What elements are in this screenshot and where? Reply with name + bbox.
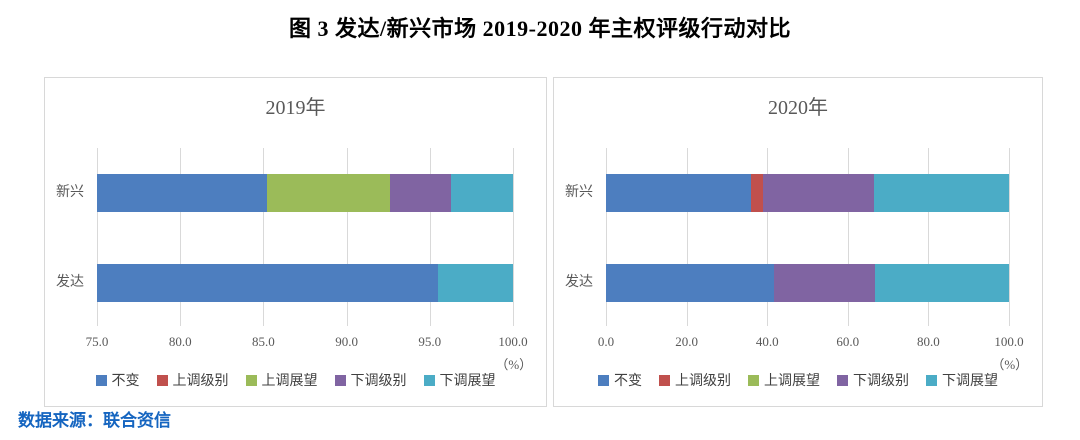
plot-area: 0.0 20.0 40.0 60.0 80.0 100.0 （%） (598, 148, 1028, 372)
gridline (606, 148, 607, 326)
gridline (180, 148, 182, 326)
chart-panel-2019年: 2019年新兴发达 75.0 80.0 85.0 90.0 95.0 100.0 （%） 不变 上… (44, 77, 547, 407)
legend-item: 上调展望 (245, 370, 318, 390)
axis-tick-label: 100.0 (498, 334, 528, 349)
legend-item: 不变 (95, 370, 140, 390)
axis-tick-label: 40.0 (755, 334, 779, 349)
gridline (429, 148, 431, 326)
legend-swatch (245, 374, 257, 386)
charts-container: 2019年新兴发达 75.0 80.0 85.0 90.0 95.0 100.0 （%） 不变 上… (44, 77, 1043, 407)
legend-swatch (659, 374, 670, 386)
axis-tick-label: 0.0 (597, 334, 615, 349)
legend-label: 下调级别 (853, 374, 909, 389)
legend-item: 下调级别 (334, 370, 407, 390)
gridline (513, 148, 514, 326)
axis-unit-label: （%） (495, 357, 533, 372)
legend-item: 不变 (598, 370, 642, 390)
legend-swatch (926, 374, 937, 386)
legend-swatch (156, 374, 168, 386)
legend-swatch (334, 374, 346, 386)
legend-swatch (748, 374, 759, 386)
gridline (686, 148, 688, 326)
axis-tick-label: 20.0 (675, 334, 698, 349)
legend-swatch (95, 374, 107, 386)
axis-tick-label: 100.0 (994, 334, 1024, 349)
chart-panel-2020年: 2020年新兴发达 0.0 20.0 40.0 60.0 80.0 100.0 （%） 不变 上调… (553, 77, 1043, 407)
legend-label: 上调展望 (261, 374, 318, 389)
gridline (346, 148, 348, 326)
bar-segment-不变 (606, 174, 751, 212)
legend-item: 下调展望 (423, 370, 496, 390)
category-label: 新兴 (565, 185, 593, 200)
source-note: 数据来源：联合资信 (18, 411, 171, 430)
plot-area: 75.0 80.0 85.0 90.0 95.0 100.0 （%） (86, 148, 532, 372)
bar-segment-不变 (606, 264, 775, 302)
legend-label: 上调级别 (675, 374, 731, 389)
legend-item: 上调级别 (156, 370, 229, 390)
bar-segment-不变 (97, 174, 267, 212)
legend-swatch (423, 374, 435, 386)
gridline (928, 148, 930, 326)
legend-swatch (598, 374, 609, 386)
bar-segment-下调展望 (873, 174, 1009, 212)
bar-segment-下调级别 (774, 264, 875, 302)
axis-unit-label: （%） (991, 357, 1029, 372)
legend-item: 上调级别 (659, 370, 731, 390)
legend-label: 上调级别 (172, 374, 229, 389)
legend-item: 下调级别 (837, 370, 909, 390)
axis-tick-label: 85.0 (252, 334, 275, 349)
legend-label: 下调级别 (350, 374, 407, 389)
bar-segment-不变 (97, 264, 439, 302)
category-label: 发达 (565, 275, 593, 290)
gridline (847, 148, 849, 326)
gridline (767, 148, 769, 326)
axis-tick-label: 90.0 (335, 334, 358, 349)
legend-label: 不变 (111, 374, 140, 389)
gridline (263, 148, 265, 326)
category-label: 新兴 (56, 185, 84, 200)
axis-tick-label: 75.0 (85, 334, 109, 349)
legend-label: 下调展望 (439, 374, 496, 389)
legend-item: 下调展望 (926, 370, 998, 390)
bar-segment-上调级别 (750, 174, 763, 212)
axis-tick-label: 80.0 (917, 334, 940, 349)
bar-segment-下调展望 (438, 264, 513, 302)
bar-segment-上调展望 (266, 174, 390, 212)
gridline (1009, 148, 1010, 326)
bar-segment-下调展望 (451, 174, 513, 212)
legend-label: 下调展望 (942, 374, 998, 389)
bar-segment-下调级别 (389, 174, 452, 212)
legend: 不变 上调级别 上调展望 下调级别 下调展望 (554, 370, 1042, 390)
bar-segment-下调展望 (874, 264, 1009, 302)
figure-title: 图 3 发达/新兴市场 2019-2020 年主权评级行动对比 (289, 16, 791, 41)
axis-tick-label: 95.0 (418, 334, 442, 349)
legend-label: 上调展望 (764, 374, 820, 389)
legend: 不变 上调级别 上调展望 下调级别 下调展望 (45, 370, 546, 390)
legend-swatch (837, 374, 848, 386)
chart-subtitle: 2019年 (265, 97, 326, 119)
category-label: 发达 (56, 275, 84, 290)
legend-label: 不变 (614, 374, 642, 389)
legend-item: 上调展望 (748, 370, 820, 390)
bar-segment-下调级别 (762, 174, 874, 212)
gridline (97, 148, 98, 326)
axis-tick-label: 80.0 (168, 334, 192, 349)
chart-subtitle: 2020年 (768, 97, 828, 119)
axis-tick-label: 60.0 (836, 334, 860, 349)
